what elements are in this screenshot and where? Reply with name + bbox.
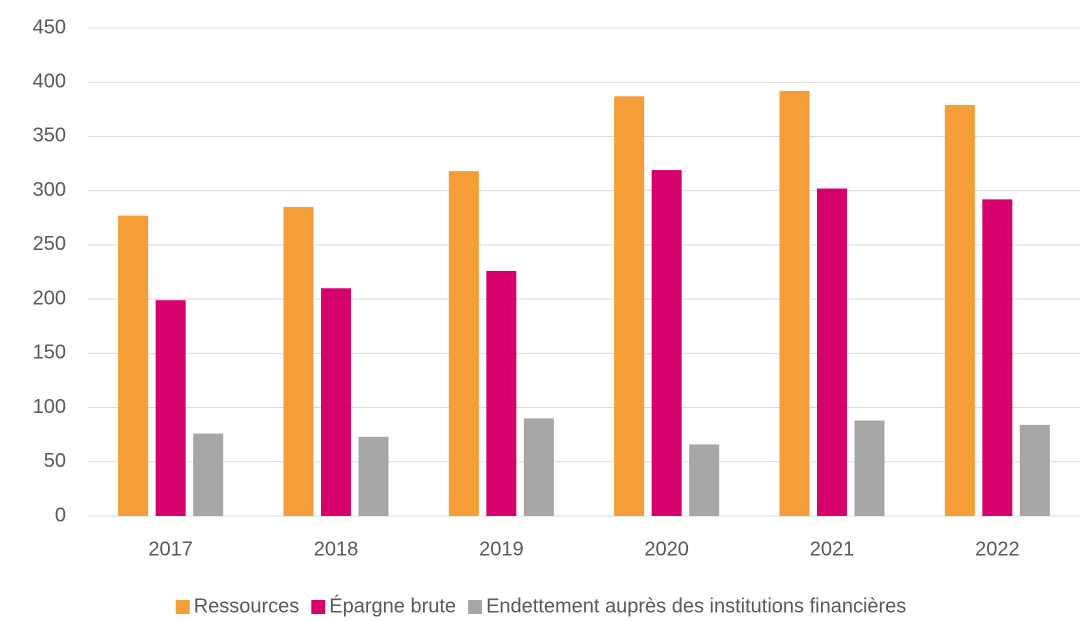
bar: [854, 420, 885, 516]
legend-label: Ressources: [194, 595, 300, 617]
y-tick-label: 200: [33, 287, 66, 309]
legend-swatch: [311, 600, 326, 614]
legend-label: Épargne brute: [329, 594, 456, 617]
legend-label: Endettement auprès des institutions fina…: [486, 595, 906, 617]
y-tick-label: 300: [33, 179, 66, 201]
bar: [614, 96, 645, 516]
y-tick-label: 350: [33, 125, 66, 147]
bar: [358, 436, 389, 516]
legend-swatch: [175, 600, 190, 614]
bar: [651, 170, 682, 516]
bar: [779, 90, 810, 517]
y-tick-label: 100: [33, 396, 66, 418]
bar: [321, 288, 351, 516]
bar: [283, 206, 314, 516]
legend-swatch: [468, 600, 483, 614]
x-tick-label: 2018: [314, 538, 359, 560]
y-tick-label: 250: [33, 233, 66, 255]
y-tick-label: 150: [33, 342, 66, 364]
bar: [155, 300, 186, 516]
bar: [817, 188, 847, 516]
bar: [1019, 424, 1050, 516]
bar: [448, 171, 479, 516]
x-tick-label: 2021: [810, 538, 855, 560]
y-tick-label: 400: [33, 71, 66, 93]
bar: [523, 418, 554, 516]
bar: [118, 215, 149, 516]
bar: [689, 444, 720, 516]
x-tick-label: 2019: [479, 538, 524, 560]
y-tick-label: 50: [44, 450, 66, 472]
y-tick-label: 0: [55, 504, 66, 526]
bar: [944, 104, 975, 517]
bar: [193, 433, 224, 516]
x-tick-label: 2022: [975, 538, 1020, 560]
x-tick-label: 2017: [148, 538, 193, 560]
y-tick-label: 450: [33, 16, 66, 38]
bar: [486, 270, 517, 516]
x-tick-label: 2020: [644, 538, 689, 560]
bar: [982, 199, 1013, 516]
